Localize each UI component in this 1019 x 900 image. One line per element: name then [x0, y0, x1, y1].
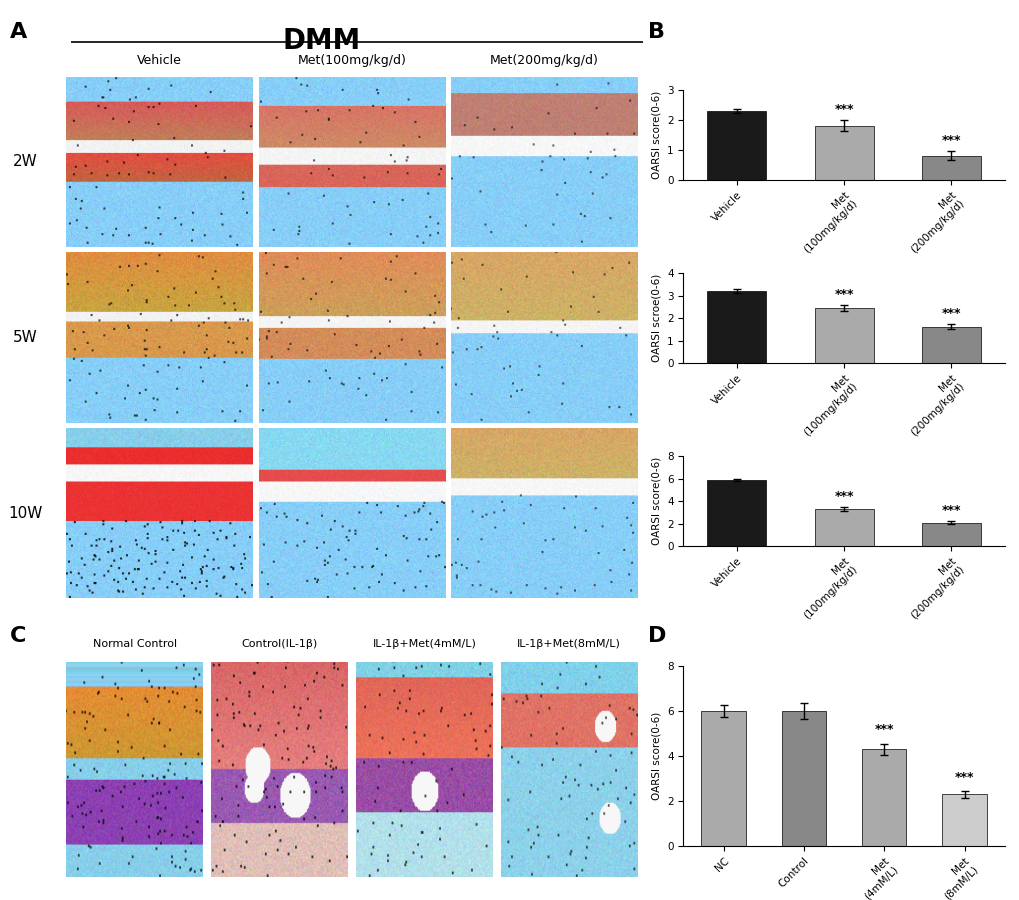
Text: ***: ***: [873, 724, 893, 736]
Y-axis label: OARSI score(0-6): OARSI score(0-6): [651, 712, 661, 800]
Y-axis label: OARSI score(0-6): OARSI score(0-6): [651, 91, 661, 179]
Text: D: D: [647, 626, 665, 645]
Bar: [781, 711, 825, 846]
Text: Met(200mg/kg/d): Met(200mg/kg/d): [489, 54, 598, 67]
Bar: [814, 125, 872, 180]
Text: 5W: 5W: [13, 330, 38, 345]
Bar: [861, 749, 906, 846]
Bar: [942, 795, 985, 846]
Text: 2W: 2W: [13, 155, 38, 169]
Text: DMM: DMM: [282, 27, 360, 55]
Bar: [707, 291, 765, 364]
Bar: [701, 711, 745, 846]
Text: IL-1β+Met(8mM/L): IL-1β+Met(8mM/L): [517, 639, 621, 649]
Text: Normal Control: Normal Control: [93, 639, 176, 649]
Text: Control(IL-1β): Control(IL-1β): [242, 639, 317, 649]
Text: ***: ***: [834, 104, 853, 116]
Text: ***: ***: [941, 504, 960, 518]
Text: B: B: [647, 22, 664, 42]
Text: C: C: [10, 626, 26, 645]
Bar: [921, 156, 979, 180]
Y-axis label: OARSI scroe(0-6): OARSI scroe(0-6): [651, 274, 661, 363]
Y-axis label: OARSI score(0-6): OARSI score(0-6): [651, 457, 661, 545]
Text: ***: ***: [954, 770, 973, 784]
Bar: [814, 509, 872, 546]
Text: ***: ***: [834, 288, 853, 301]
Text: 10W: 10W: [8, 506, 43, 520]
Text: Met(100mg/kg/d): Met(100mg/kg/d): [298, 54, 406, 67]
Bar: [921, 523, 979, 546]
Text: ***: ***: [834, 491, 853, 503]
Bar: [921, 327, 979, 364]
Bar: [814, 308, 872, 364]
Text: Vehicle: Vehicle: [137, 54, 181, 67]
Text: ***: ***: [941, 134, 960, 148]
Text: IL-1β+Met(4mM/L): IL-1β+Met(4mM/L): [372, 639, 476, 649]
Bar: [707, 480, 765, 546]
Text: ***: ***: [941, 308, 960, 320]
Bar: [707, 111, 765, 180]
Text: A: A: [10, 22, 28, 42]
